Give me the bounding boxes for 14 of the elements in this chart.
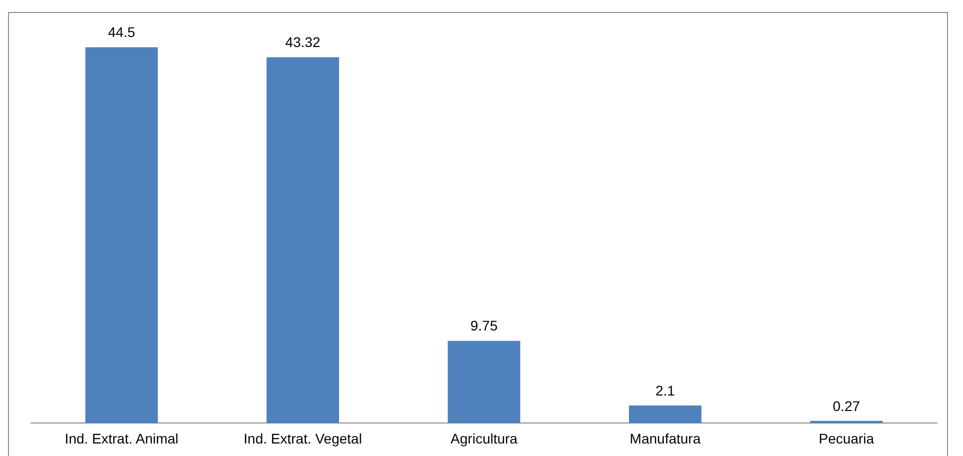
x-tick-label: Agricultura: [450, 430, 518, 446]
bar: [266, 57, 340, 424]
bar: [85, 47, 158, 424]
bar: [628, 405, 702, 424]
data-label: 0.27: [832, 398, 860, 414]
data-label: 9.75: [470, 318, 498, 334]
data-label: 43.32: [285, 34, 321, 50]
x-tick-label: Pecuaria: [818, 430, 874, 446]
x-tick-label: Ind. Extrat. Animal: [64, 430, 178, 446]
data-label: 44.5: [108, 24, 136, 40]
bar: [448, 340, 520, 424]
x-tick-label: Manufatura: [630, 430, 701, 446]
x-tick-label: Ind. Extrat. Vegetal: [244, 430, 362, 446]
data-label: 2.1: [655, 382, 676, 398]
